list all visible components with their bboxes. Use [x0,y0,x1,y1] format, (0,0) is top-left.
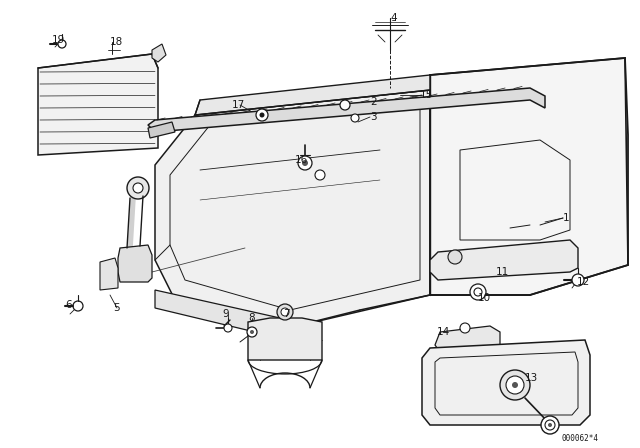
Text: 9: 9 [222,309,228,319]
Circle shape [224,324,232,332]
Circle shape [448,250,462,264]
Polygon shape [155,90,430,330]
Circle shape [474,288,482,296]
Circle shape [281,308,289,316]
Circle shape [302,160,308,166]
Polygon shape [195,75,430,115]
Circle shape [351,114,359,122]
Text: 2: 2 [370,97,376,107]
Circle shape [541,416,559,434]
Text: 4: 4 [390,13,397,23]
Text: 11: 11 [496,267,509,277]
Circle shape [340,100,350,110]
Text: 14: 14 [437,327,451,337]
Circle shape [250,330,254,334]
Circle shape [572,274,584,286]
Polygon shape [430,240,578,280]
Circle shape [259,112,264,117]
Circle shape [470,284,486,300]
Text: 13: 13 [525,373,538,383]
Text: 000062*4: 000062*4 [561,434,598,443]
Circle shape [247,327,257,337]
Polygon shape [152,44,166,62]
Text: 10: 10 [478,293,491,303]
Polygon shape [430,58,628,295]
Text: 8: 8 [248,313,255,323]
Polygon shape [422,340,590,425]
Circle shape [277,304,293,320]
Polygon shape [148,88,545,132]
Polygon shape [100,258,118,290]
Text: 16: 16 [295,155,308,165]
Circle shape [548,423,552,427]
Circle shape [298,156,312,170]
Circle shape [545,420,555,430]
Polygon shape [118,245,152,282]
Text: 6: 6 [65,300,72,310]
Text: 18: 18 [110,37,124,47]
Text: 5: 5 [113,303,120,313]
Circle shape [133,183,143,193]
Polygon shape [155,290,285,338]
Circle shape [73,301,83,311]
Circle shape [460,323,470,333]
Text: 17: 17 [232,100,245,110]
Circle shape [256,109,268,121]
Circle shape [58,40,66,48]
Polygon shape [248,318,322,360]
Text: 19: 19 [52,35,65,45]
Polygon shape [148,122,175,138]
Circle shape [127,177,149,199]
Circle shape [500,370,530,400]
Text: 12: 12 [577,277,590,287]
Text: 3: 3 [370,112,376,122]
Polygon shape [435,326,500,352]
Circle shape [512,382,518,388]
Text: 15: 15 [420,90,433,100]
Text: 1: 1 [563,213,570,223]
Circle shape [315,170,325,180]
Text: 7: 7 [283,309,290,319]
Polygon shape [38,54,158,155]
Circle shape [506,376,524,394]
